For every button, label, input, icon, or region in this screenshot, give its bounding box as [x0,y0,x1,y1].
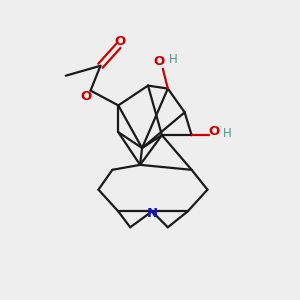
Text: O: O [80,90,91,103]
Text: O: O [153,55,164,68]
Text: H: H [168,53,177,66]
Text: H: H [223,127,232,140]
Text: N: N [146,207,158,220]
Text: O: O [209,125,220,138]
Text: O: O [115,34,126,47]
